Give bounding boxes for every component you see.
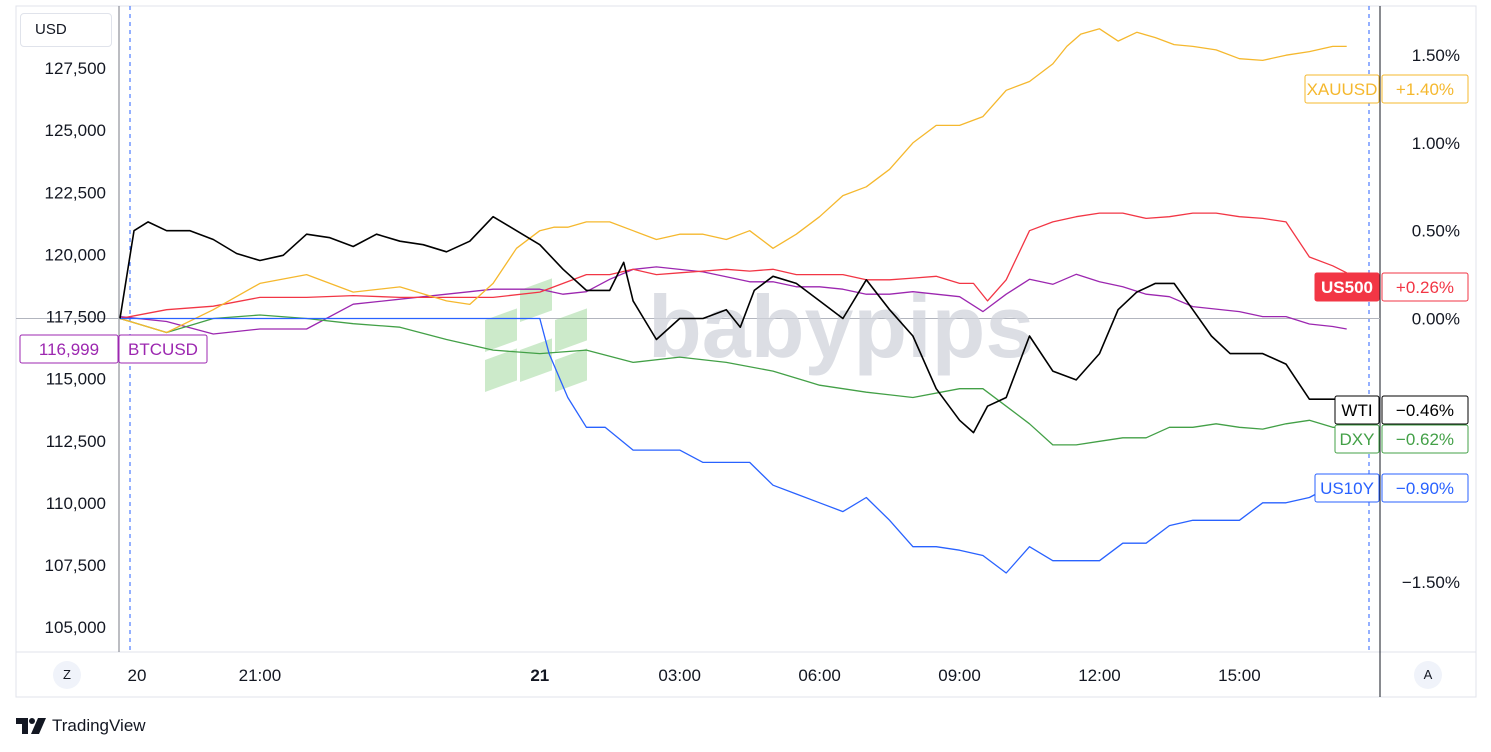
series-tag-name: XAUUSD	[1307, 80, 1378, 99]
series-tag-wti: WTI −0.46%	[1334, 395, 1469, 425]
series-tag-btcusd: 116,999 BTCUSD	[19, 334, 208, 364]
left-tick-label: 120,000	[45, 245, 106, 264]
time-tick-label: 21:00	[239, 666, 282, 685]
series-tag-value: +1.40%	[1396, 80, 1454, 99]
time-tick-label: 12:00	[1078, 666, 1121, 685]
series-line-wti	[119, 215, 1347, 434]
timezone-button[interactable]: Z	[53, 661, 81, 689]
time-tick-label: 03:00	[658, 666, 701, 685]
series-tag-name: DXY	[1340, 430, 1375, 449]
btcusd-price-tag: 116,999	[39, 340, 99, 359]
babypips-watermark: babypips	[485, 277, 1034, 392]
right-tick-label: 0.00%	[1412, 309, 1460, 328]
series-tags: XAUUSD +1.40% US500 +0.26% WTI −0.46% DXY −0.62…	[19, 74, 1469, 503]
auto-scale-button[interactable]: A	[1414, 661, 1442, 689]
right-tick-label: 0.50%	[1412, 222, 1460, 241]
tradingview-brand-text: TradingView	[52, 716, 146, 735]
left-tick-label: 107,500	[45, 556, 106, 575]
time-tick-label: 20	[128, 666, 147, 685]
time-axis: 20 21:00 21 03:00 06:00 09:00 12:00 15:00	[128, 666, 1261, 685]
left-tick-label: 122,500	[45, 183, 106, 202]
series-line-btcusd	[119, 266, 1347, 335]
series-tag-dxy: DXY −0.62%	[1334, 424, 1469, 454]
series-tag-name: WTI	[1341, 401, 1372, 420]
currency-selector[interactable]: USD	[20, 13, 112, 47]
series-tag-name: US10Y	[1320, 479, 1374, 498]
watermark-cube-icon	[555, 348, 587, 392]
series-line-us500	[119, 212, 1347, 320]
right-tick-label: −1.50%	[1402, 573, 1460, 592]
left-tick-label: 125,000	[45, 121, 106, 140]
tradingview-logo-icon	[16, 718, 46, 734]
series-tag-us10y: US10Y −0.90%	[1314, 473, 1469, 503]
series-lines	[119, 28, 1348, 574]
left-tick-label: 110,000	[46, 494, 106, 513]
btcusd-name-tag: BTCUSD	[128, 340, 198, 359]
left-tick-label: 115,000	[46, 370, 106, 389]
left-price-axis: 105,000 107,500 110,000 112,500 115,000 117,5…	[45, 59, 106, 637]
series-line-xauusd	[119, 28, 1347, 334]
series-line-us10y	[120, 317, 1348, 574]
tradingview-footer[interactable]: TradingView	[16, 712, 146, 740]
watermark-cube-icon	[485, 348, 517, 392]
watermark-text: babypips	[648, 277, 1034, 376]
watermark-cube-icon	[485, 308, 517, 352]
watermark-cube-icon	[520, 278, 552, 322]
time-tick-label: 15:00	[1218, 666, 1261, 685]
series-tag-xauusd: XAUUSD +1.40%	[1304, 74, 1469, 104]
series-tag-value: −0.46%	[1396, 401, 1454, 420]
right-tick-label: 1.00%	[1412, 134, 1460, 153]
left-tick-label: 112,500	[46, 432, 106, 451]
watermark-cube-icon	[555, 308, 587, 352]
right-percent-axis: 1.50%1.00%0.50%0.00%−1.00%−1.50%	[1402, 46, 1460, 592]
series-tag-us500: US500 +0.26%	[1314, 272, 1469, 302]
series-line-dxy	[119, 314, 1347, 446]
series-tag-value: +0.26%	[1396, 278, 1454, 297]
right-tick-label: 1.50%	[1412, 46, 1460, 65]
left-tick-label: 117,500	[46, 308, 106, 327]
time-tick-label: 06:00	[798, 666, 841, 685]
series-tag-value: −0.90%	[1396, 479, 1454, 498]
series-tag-value: −0.62%	[1396, 430, 1454, 449]
watermark-cube-icon	[520, 338, 552, 382]
time-tick-label: 09:00	[938, 666, 981, 685]
series-tag-name: US500	[1321, 278, 1373, 297]
left-tick-label: 127,500	[45, 59, 106, 78]
time-tick-label: 21	[530, 666, 549, 685]
left-tick-label: 105,000	[45, 618, 106, 637]
